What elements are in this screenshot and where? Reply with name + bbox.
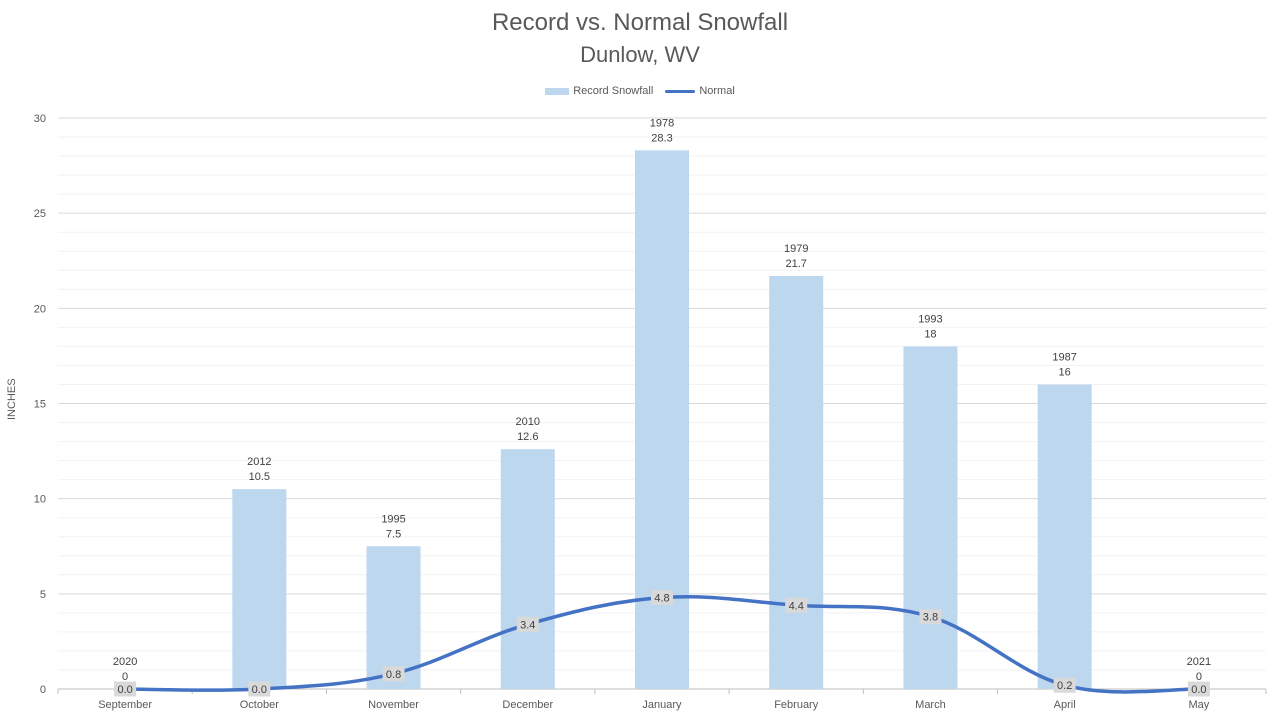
bar-value-label: 10.5 [249, 471, 270, 483]
line-value-label: 4.8 [654, 593, 669, 605]
y-tick-label: 30 [34, 113, 46, 125]
bar-year-label: 2012 [247, 456, 271, 468]
x-tick-label: November [368, 699, 419, 711]
bar-year-label: 2021 [1187, 656, 1211, 668]
x-tick-label: April [1054, 699, 1076, 711]
line-value-label: 0.8 [386, 669, 401, 681]
x-tick-label: May [1188, 699, 1209, 711]
x-tick-label: October [240, 699, 279, 711]
bar-value-label: 12.6 [517, 431, 538, 443]
line-label-box [516, 616, 539, 632]
x-tick-label: March [915, 699, 946, 711]
line-label-box [785, 597, 808, 613]
bar-value-label: 18 [924, 328, 936, 340]
x-tick-label: December [502, 699, 553, 711]
bar-year-label: 2020 [113, 656, 137, 668]
legend: Record Snowfall Normal [0, 85, 1280, 97]
line-value-label: 0.0 [252, 684, 267, 696]
line-label-box [651, 590, 673, 606]
line-label-box [382, 666, 405, 682]
x-tick-label: February [774, 699, 819, 711]
chart-subtitle: Dunlow, WV [580, 42, 700, 67]
x-tick-label: January [642, 699, 682, 711]
line-label-box [919, 609, 942, 625]
line-label-box [1187, 681, 1210, 697]
bar [1037, 384, 1092, 689]
bar [500, 449, 555, 689]
line-value-label: 4.4 [789, 600, 804, 612]
bar-value-label: 7.5 [386, 528, 401, 540]
bar-year-label: 1978 [650, 117, 674, 129]
bar-year-label: 1993 [918, 313, 942, 325]
line-value-label: 0.0 [1191, 684, 1206, 696]
bar-year-label: 1995 [381, 513, 405, 525]
y-tick-label: 10 [34, 494, 46, 506]
y-tick-label: 0 [40, 684, 46, 696]
legend-label-record: Record Snowfall [573, 85, 654, 97]
y-tick-label: 5 [40, 589, 46, 601]
bar-value-label: 28.3 [651, 132, 672, 144]
bar [635, 150, 689, 689]
legend-entry-record: Record Snowfall [545, 85, 653, 97]
line-label-box [248, 681, 271, 697]
bar-value-label: 16 [1059, 366, 1071, 378]
bar-year-label: 1987 [1052, 351, 1076, 363]
x-tick-label: September [98, 699, 152, 711]
line-value-label: 0.2 [1057, 680, 1072, 692]
bar [232, 489, 287, 689]
line-label-box [114, 681, 137, 697]
bar-year-label: 2010 [516, 416, 540, 428]
bar [366, 546, 421, 689]
line-value-label: 3.8 [923, 612, 938, 624]
legend-swatch-record [545, 87, 570, 95]
bar-value-label: 0 [1196, 671, 1202, 683]
bar-value-label: 21.7 [786, 258, 807, 270]
line-value-label: 3.4 [520, 619, 535, 631]
legend-label-normal: Normal [699, 85, 735, 97]
y-tick-label: 25 [34, 208, 46, 220]
bar-value-label: 0 [122, 671, 128, 683]
y-tick-label: 20 [34, 303, 46, 315]
line-value-label: 0.0 [117, 684, 132, 696]
bar-year-label: 1979 [784, 243, 808, 255]
line-label-box [1053, 677, 1076, 693]
legend-entry-normal: Normal [665, 85, 735, 97]
chart-title: Record vs. Normal Snowfall [491, 9, 789, 36]
legend-swatch-normal [665, 89, 696, 93]
bar [903, 346, 958, 689]
y-tick-label: 15 [34, 399, 46, 411]
bar [769, 275, 824, 689]
